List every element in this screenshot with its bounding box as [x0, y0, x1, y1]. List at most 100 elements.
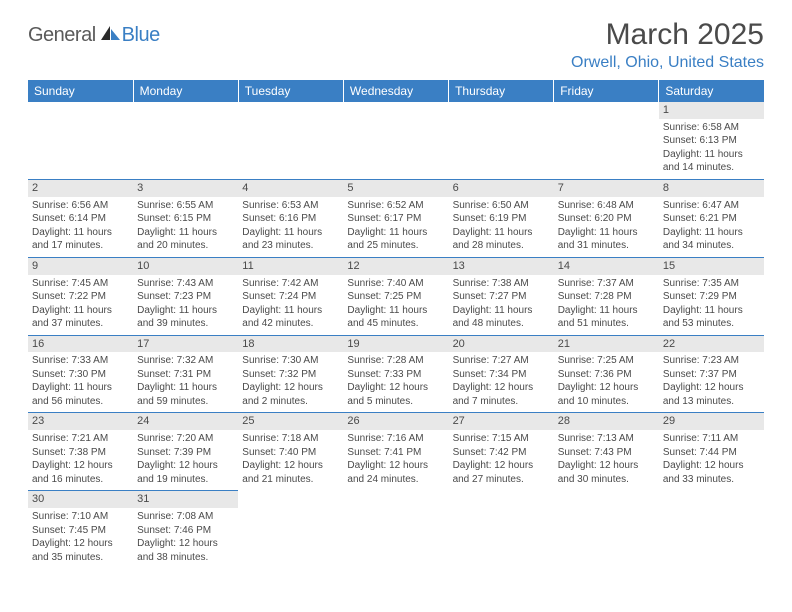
calendar-row: 16Sunrise: 7:33 AMSunset: 7:30 PM Dayligh… — [28, 335, 764, 413]
sunrise-text: Sunrise: 6:47 AM — [663, 199, 760, 213]
calendar-cell-empty — [659, 491, 764, 568]
daylight-text: Daylight: 11 hours and 37 minutes. — [32, 304, 129, 331]
calendar-cell-empty — [554, 491, 659, 568]
sunrise-text: Sunrise: 7:23 AM — [663, 354, 760, 368]
daylight-text: Daylight: 12 hours and 35 minutes. — [32, 537, 129, 564]
calendar-cell: 24Sunrise: 7:20 AMSunset: 7:39 PMDayligh… — [133, 413, 238, 491]
sunset-text: Sunset: 6:19 PM — [453, 212, 550, 226]
calendar-cell-empty — [133, 102, 238, 179]
sunrise-text: Sunrise: 7:30 AM — [242, 354, 339, 368]
header: General Blue March 2025 Orwell, Ohio, Un… — [28, 18, 764, 72]
sunset-text: Sunset: 7:30 PM — [32, 368, 129, 382]
calendar-row: 9Sunrise: 7:45 AMSunset: 7:22 PMDaylight… — [28, 257, 764, 335]
day-number: 7 — [554, 180, 659, 197]
day-header-tuesday: Tuesday — [238, 80, 343, 102]
sunset-text: Sunset: 7:23 PM — [137, 290, 234, 304]
daylight-text: Daylight: 12 hours and 16 minutes. — [32, 459, 129, 486]
daylight-text: Daylight: 12 hours and 30 minutes. — [558, 459, 655, 486]
calendar-cell-empty — [28, 102, 133, 179]
daylight-text: Daylight: 11 hours and 51 minutes. — [558, 304, 655, 331]
sunrise-text: Sunrise: 6:53 AM — [242, 199, 339, 213]
sunset-text: Sunset: 6:14 PM — [32, 212, 129, 226]
daylight-text: Daylight: 11 hours and 20 minutes. — [137, 226, 234, 253]
calendar-row: 30Sunrise: 7:10 AMSunset: 7:45 PMDayligh… — [28, 491, 764, 568]
sunrise-text: Sunrise: 7:43 AM — [137, 277, 234, 291]
calendar-cell: 28 Sunrise: 7:13 AMSunset: 7:43 PMDayligh… — [554, 413, 659, 491]
calendar-cell: 13Sunrise: 7:38 AMSunset: 7:27 PMDayligh… — [449, 257, 554, 335]
sunset-text: Sunset: 7:41 PM — [347, 446, 444, 460]
daylight-text: Daylight: 12 hours and 24 minutes. — [347, 459, 444, 486]
daylight-text: Daylight: 12 hours and 19 minutes. — [137, 459, 234, 486]
daylight-text: Daylight: 11 hours and 59 minutes. — [137, 381, 234, 408]
sunset-text: Sunset: 7:28 PM — [558, 290, 655, 304]
sunset-text: Sunset: 7:43 PM — [558, 446, 655, 460]
daylight-text: Daylight: 11 hours and 53 minutes. — [663, 304, 760, 331]
calendar-body: 1Sunrise: 6:58 AMSunset: 6:13 PMDaylight… — [28, 102, 764, 568]
sunset-text: Sunset: 6:17 PM — [347, 212, 444, 226]
sunset-text: Sunset: 6:20 PM — [558, 212, 655, 226]
daylight-text: Daylight: 11 hours and 31 minutes. — [558, 226, 655, 253]
day-number: 11 — [238, 258, 343, 275]
sunrise-text: Sunrise: 7:33 AM — [32, 354, 129, 368]
day-header-saturday: Saturday — [659, 80, 764, 102]
day-header-sunday: Sunday — [28, 80, 133, 102]
sunrise-text: Sunrise: 6:58 AM — [663, 121, 760, 135]
sunset-text: Sunset: 7:40 PM — [242, 446, 339, 460]
calendar-cell: 3Sunrise: 6:55 AMSunset: 6:15 PMDaylight… — [133, 179, 238, 257]
sunset-text: Sunset: 6:15 PM — [137, 212, 234, 226]
calendar-cell: 8Sunrise: 6:47 AMSunset: 6:21 PMDaylight… — [659, 179, 764, 257]
sunset-text: Sunset: 7:29 PM — [663, 290, 760, 304]
sunset-text: Sunset: 7:32 PM — [242, 368, 339, 382]
daylight-text: Daylight: 11 hours and 34 minutes. — [663, 226, 760, 253]
daylight-text: Daylight: 12 hours and 10 minutes. — [558, 381, 655, 408]
calendar-cell: 5Sunrise: 6:52 AMSunset: 6:17 PMDaylight… — [343, 179, 448, 257]
calendar-cell-empty — [343, 491, 448, 568]
day-number: 8 — [659, 180, 764, 197]
sunrise-text: Sunrise: 7:15 AM — [453, 432, 550, 446]
calendar-cell: 1Sunrise: 6:58 AMSunset: 6:13 PMDaylight… — [659, 102, 764, 179]
calendar-cell: 21Sunrise: 7:25 AMSunset: 7:36 PMDayligh… — [554, 335, 659, 413]
day-number: 16 — [28, 336, 133, 353]
sunrise-text: Sunrise: 7:13 AM — [558, 432, 655, 446]
sunset-text: Sunset: 7:24 PM — [242, 290, 339, 304]
sunset-text: Sunset: 7:31 PM — [137, 368, 234, 382]
day-number: 25 — [238, 413, 343, 430]
sunrise-text: Sunrise: 7:10 AM — [32, 510, 129, 524]
sunrise-text: Sunrise: 7:25 AM — [558, 354, 655, 368]
calendar-cell: 25Sunrise: 7:18 AMSunset: 7:40 PMDayligh… — [238, 413, 343, 491]
day-number: 31 — [133, 491, 238, 508]
daylight-text: Daylight: 12 hours and 7 minutes. — [453, 381, 550, 408]
calendar-cell: 9Sunrise: 7:45 AMSunset: 7:22 PMDaylight… — [28, 257, 133, 335]
calendar-cell: 7 Sunrise: 6:48 AMSunset: 6:20 PMDaylight… — [554, 179, 659, 257]
daylight-text: Daylight: 11 hours and 48 minutes. — [453, 304, 550, 331]
sunset-text: Sunset: 7:33 PM — [347, 368, 444, 382]
sunrise-text: Sunrise: 7:35 AM — [663, 277, 760, 291]
sunrise-text: Sunrise: 7:45 AM — [32, 277, 129, 291]
day-number: 23 — [28, 413, 133, 430]
sunrise-text: Sunrise: 6:55 AM — [137, 199, 234, 213]
logo-text-blue: Blue — [122, 24, 160, 47]
day-number: 15 — [659, 258, 764, 275]
day-number: 28 — [554, 413, 659, 430]
sunrise-text: Sunrise: 6:52 AM — [347, 199, 444, 213]
calendar-cell: 16Sunrise: 7:33 AMSunset: 7:30 PMDayligh… — [28, 335, 133, 413]
day-number: 17 — [133, 336, 238, 353]
daylight-text: Daylight: 11 hours and 23 minutes. — [242, 226, 339, 253]
calendar-cell: 19Sunrise: 7:28 AMSunset: 7:33 PMDayligh… — [343, 335, 448, 413]
day-number: 24 — [133, 413, 238, 430]
day-number: 19 — [343, 336, 448, 353]
daylight-text: Daylight: 11 hours and 25 minutes. — [347, 226, 444, 253]
calendar-cell: 23Sunrise: 7:21 AMSunset: 7:38 PMDayligh… — [28, 413, 133, 491]
day-number: 12 — [343, 258, 448, 275]
day-number: 2 — [28, 180, 133, 197]
day-number: 20 — [449, 336, 554, 353]
month-title: March 2025 — [571, 18, 764, 52]
calendar-cell: 15 Sunrise: 7:35 AMSunset: 7:29 PMDayligh… — [659, 257, 764, 335]
day-number: 9 — [28, 258, 133, 275]
calendar-cell-empty — [343, 102, 448, 179]
calendar-cell: 30Sunrise: 7:10 AMSunset: 7:45 PMDayligh… — [28, 491, 133, 568]
day-number: 18 — [238, 336, 343, 353]
sunrise-text: Sunrise: 6:48 AM — [558, 199, 655, 213]
calendar-cell-empty — [449, 491, 554, 568]
sunset-text: Sunset: 7:44 PM — [663, 446, 760, 460]
